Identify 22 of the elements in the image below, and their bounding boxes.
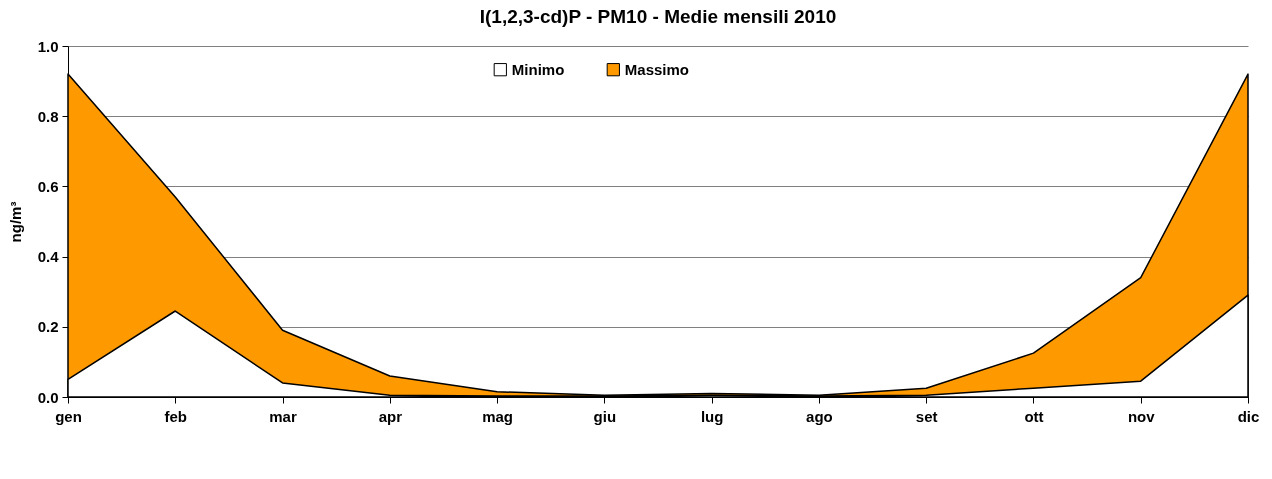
x-tick-label: gen: [55, 407, 82, 425]
x-tick-label: mag: [482, 407, 514, 425]
x-tick-label: giu: [593, 407, 617, 425]
x-tick-label: ago: [806, 407, 833, 425]
x-tick-label: mar: [269, 407, 297, 425]
y-tick-label: 0.0: [37, 388, 59, 406]
y-tick-label: 0.2: [37, 318, 59, 336]
x-tick-label: nov: [1127, 407, 1156, 425]
y-tick-label: 1.0: [37, 37, 59, 55]
x-tick-label: ott: [1024, 407, 1044, 425]
y-tick-label: 0.4: [37, 248, 60, 266]
legend-label: Minimo: [511, 60, 565, 78]
x-tick-label: apr: [378, 407, 403, 425]
x-tick-label: lug: [700, 407, 724, 425]
chart-title: I(1,2,3-cd)P - PM10 - Medie mensili 2010: [479, 6, 837, 27]
y-tick-label: 0.8: [37, 107, 59, 125]
x-tick-label: set: [915, 407, 938, 425]
y-tick-label: 0.6: [37, 177, 59, 195]
y-axis-title: ng/m³: [6, 201, 24, 243]
x-tick-label: feb: [164, 407, 188, 425]
x-tick-label: dic: [1237, 407, 1260, 425]
legend-label: Massimo: [624, 60, 689, 78]
